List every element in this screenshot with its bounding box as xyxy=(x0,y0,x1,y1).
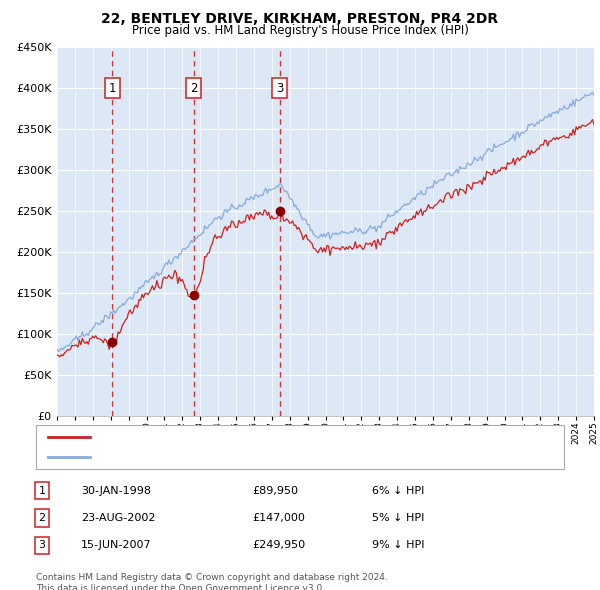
Text: £89,950: £89,950 xyxy=(252,486,298,496)
Text: 2: 2 xyxy=(38,513,46,523)
Text: 3: 3 xyxy=(38,540,46,550)
Text: 9% ↓ HPI: 9% ↓ HPI xyxy=(372,540,425,550)
Text: 1: 1 xyxy=(109,81,116,94)
Text: HPI: Average price, detached house, Fylde: HPI: Average price, detached house, Fyld… xyxy=(96,452,316,461)
Text: Price paid vs. HM Land Registry's House Price Index (HPI): Price paid vs. HM Land Registry's House … xyxy=(131,24,469,37)
Text: Contains HM Land Registry data © Crown copyright and database right 2024.
This d: Contains HM Land Registry data © Crown c… xyxy=(36,573,388,590)
Text: 2: 2 xyxy=(190,81,197,94)
Text: 23-AUG-2002: 23-AUG-2002 xyxy=(81,513,155,523)
Text: 3: 3 xyxy=(276,81,284,94)
Text: 22, BENTLEY DRIVE, KIRKHAM, PRESTON, PR4 2DR (detached house): 22, BENTLEY DRIVE, KIRKHAM, PRESTON, PR4… xyxy=(96,432,453,442)
Text: 30-JAN-1998: 30-JAN-1998 xyxy=(81,486,151,496)
Text: 1: 1 xyxy=(38,486,46,496)
Text: 6% ↓ HPI: 6% ↓ HPI xyxy=(372,486,424,496)
Text: 22, BENTLEY DRIVE, KIRKHAM, PRESTON, PR4 2DR: 22, BENTLEY DRIVE, KIRKHAM, PRESTON, PR4… xyxy=(101,12,499,26)
Text: 5% ↓ HPI: 5% ↓ HPI xyxy=(372,513,424,523)
Text: 15-JUN-2007: 15-JUN-2007 xyxy=(81,540,152,550)
Text: £147,000: £147,000 xyxy=(252,513,305,523)
Text: £249,950: £249,950 xyxy=(252,540,305,550)
